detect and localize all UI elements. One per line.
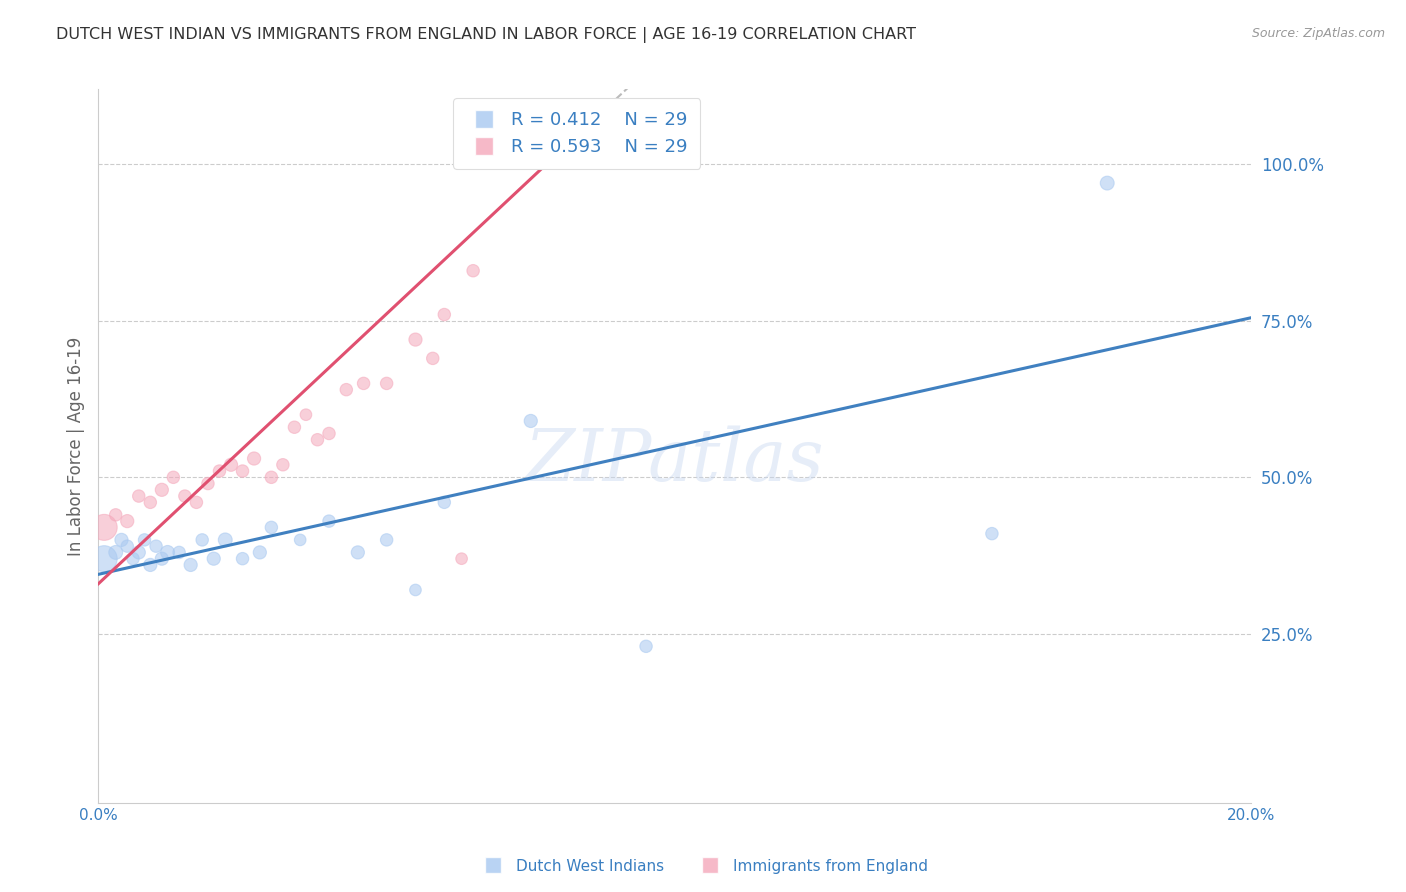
- Point: [197, 476, 219, 491]
- Point: [180, 558, 202, 572]
- Point: [186, 495, 208, 509]
- Text: Source: ZipAtlas.com: Source: ZipAtlas.com: [1251, 27, 1385, 40]
- Point: [520, 414, 543, 428]
- Point: [450, 551, 472, 566]
- Point: [150, 483, 173, 497]
- Y-axis label: In Labor Force | Age 16-19: In Labor Force | Age 16-19: [66, 336, 84, 556]
- Point: [260, 470, 283, 484]
- Point: [1097, 176, 1119, 190]
- Point: [145, 539, 167, 553]
- Text: DUTCH WEST INDIAN VS IMMIGRANTS FROM ENGLAND IN LABOR FORCE | AGE 16-19 CORRELAT: DUTCH WEST INDIAN VS IMMIGRANTS FROM ENG…: [56, 27, 917, 43]
- Point: [231, 464, 254, 478]
- Point: [981, 526, 1004, 541]
- Point: [93, 520, 115, 534]
- Point: [156, 545, 179, 559]
- Point: [208, 464, 231, 478]
- Point: [128, 545, 150, 559]
- Point: [150, 551, 173, 566]
- Legend: Dutch West Indians, Immigrants from England: Dutch West Indians, Immigrants from Engl…: [472, 853, 934, 880]
- Point: [283, 420, 305, 434]
- Point: [249, 545, 271, 559]
- Point: [134, 533, 156, 547]
- Point: [318, 426, 340, 441]
- Point: [139, 495, 162, 509]
- Point: [260, 520, 283, 534]
- Point: [167, 545, 190, 559]
- Point: [122, 551, 145, 566]
- Point: [231, 551, 254, 566]
- Point: [335, 383, 357, 397]
- Point: [461, 264, 484, 278]
- Point: [128, 489, 150, 503]
- Point: [93, 551, 115, 566]
- Point: [271, 458, 294, 472]
- Point: [318, 514, 340, 528]
- Point: [433, 308, 456, 322]
- Point: [117, 539, 139, 553]
- Point: [405, 582, 427, 597]
- Point: [346, 545, 368, 559]
- Point: [290, 533, 312, 547]
- Point: [219, 458, 242, 472]
- Point: [110, 533, 132, 547]
- Point: [405, 333, 427, 347]
- Text: ZIPatlas: ZIPatlas: [524, 425, 825, 496]
- Point: [191, 533, 214, 547]
- Point: [117, 514, 139, 528]
- Point: [214, 533, 236, 547]
- Point: [433, 495, 456, 509]
- Point: [636, 640, 658, 654]
- Point: [375, 533, 398, 547]
- Point: [307, 433, 329, 447]
- Point: [353, 376, 375, 391]
- Point: [243, 451, 266, 466]
- Point: [202, 551, 225, 566]
- Point: [422, 351, 444, 366]
- Point: [174, 489, 197, 503]
- Point: [162, 470, 184, 484]
- Point: [375, 376, 398, 391]
- Legend: R = 0.412    N = 29, R = 0.593    N = 29: R = 0.412 N = 29, R = 0.593 N = 29: [453, 98, 700, 169]
- Point: [104, 508, 127, 522]
- Point: [104, 545, 127, 559]
- Point: [491, 145, 513, 159]
- Point: [139, 558, 162, 572]
- Point: [295, 408, 318, 422]
